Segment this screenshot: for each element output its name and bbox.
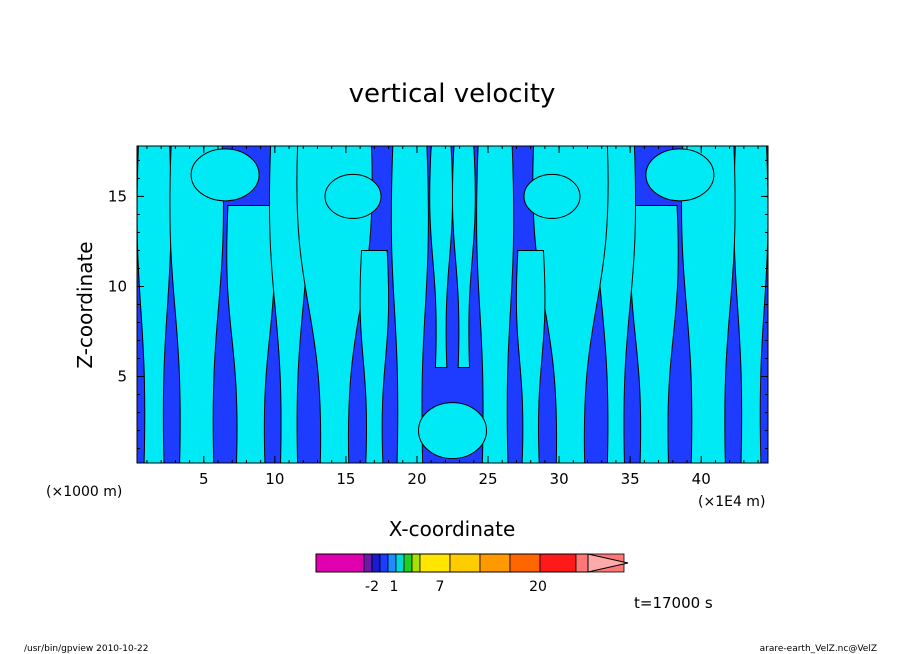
y-tick-label: 15 xyxy=(108,187,127,205)
positive-band-right-6 xyxy=(476,146,515,463)
x-tick-label: 35 xyxy=(621,470,640,488)
upper-blob-right-2 xyxy=(523,173,581,219)
colorbar-swatch-8 xyxy=(419,553,451,573)
y-axis-label: Z-coordinate xyxy=(73,241,97,368)
positive-band-right-2 xyxy=(629,204,679,463)
x-tick-label: 25 xyxy=(478,470,497,488)
positive-band-left-1 xyxy=(169,146,224,463)
colorbar-swatch-10 xyxy=(479,553,511,573)
footer-right: arare-earth_VelZ.nc@VelZ xyxy=(760,644,877,654)
positive-band-right-5 xyxy=(515,249,546,463)
colorbar-swatch-12 xyxy=(539,553,577,573)
colorbar-swatch-5 xyxy=(395,553,405,573)
x-tick-label: 15 xyxy=(336,470,355,488)
x-tick-label: 30 xyxy=(550,470,569,488)
footer-left: /usr/bin/gpview 2010-10-22 xyxy=(24,644,148,654)
time-label: t=17000 s xyxy=(634,594,713,612)
y-unit-label: (×1000 m) xyxy=(46,484,122,500)
x-tick-label: 10 xyxy=(265,470,284,488)
colorbar-label-1: 1 xyxy=(390,579,399,595)
positive-band-left-7 xyxy=(429,146,454,369)
colorbar-swatch-3 xyxy=(379,553,389,573)
y-tick-label: 10 xyxy=(108,277,127,295)
chart-title: vertical velocity xyxy=(349,79,556,109)
colorbar-frame xyxy=(315,553,589,573)
positive-band-right-0 xyxy=(733,146,768,463)
positive-band-left-6 xyxy=(390,146,429,463)
colorbar: -2 1 7 20 xyxy=(315,553,629,595)
colorbar-swatch-9 xyxy=(449,553,481,573)
colorbar-label-0: -2 xyxy=(365,579,379,595)
upper-blob-right-1 xyxy=(645,148,715,202)
colorbar-swatch-11 xyxy=(509,553,541,573)
upper-blob-left-2 xyxy=(324,173,382,219)
colorbar-label-3: 20 xyxy=(529,579,547,595)
positive-band-right-7 xyxy=(451,146,476,369)
x-tick-label: 5 xyxy=(199,470,209,488)
positive-band-right-1 xyxy=(681,146,736,463)
y-tick-label: 5 xyxy=(117,368,127,386)
x-unit-label: (×1E4 m) xyxy=(698,494,765,510)
colorbar-swatch-4 xyxy=(387,553,397,573)
x-tick-label: 20 xyxy=(407,470,426,488)
colorbar-label-2: 7 xyxy=(436,579,445,595)
central-lower-blob xyxy=(418,402,487,460)
colorbar-swatch-7 xyxy=(411,553,421,573)
positive-band-left-4 xyxy=(296,146,373,463)
colorbar-swatch-2 xyxy=(371,553,381,573)
colorbar-swatch-1 xyxy=(363,553,373,573)
x-tick-label: 40 xyxy=(692,470,711,488)
x-axis-label: X-coordinate xyxy=(389,517,516,541)
contour-field xyxy=(136,145,769,464)
colorbar-swatch-0 xyxy=(315,553,365,573)
positive-band-left-5 xyxy=(359,249,390,463)
colorbar-swatch-6 xyxy=(403,553,413,573)
upper-blob-left-1 xyxy=(190,148,260,202)
